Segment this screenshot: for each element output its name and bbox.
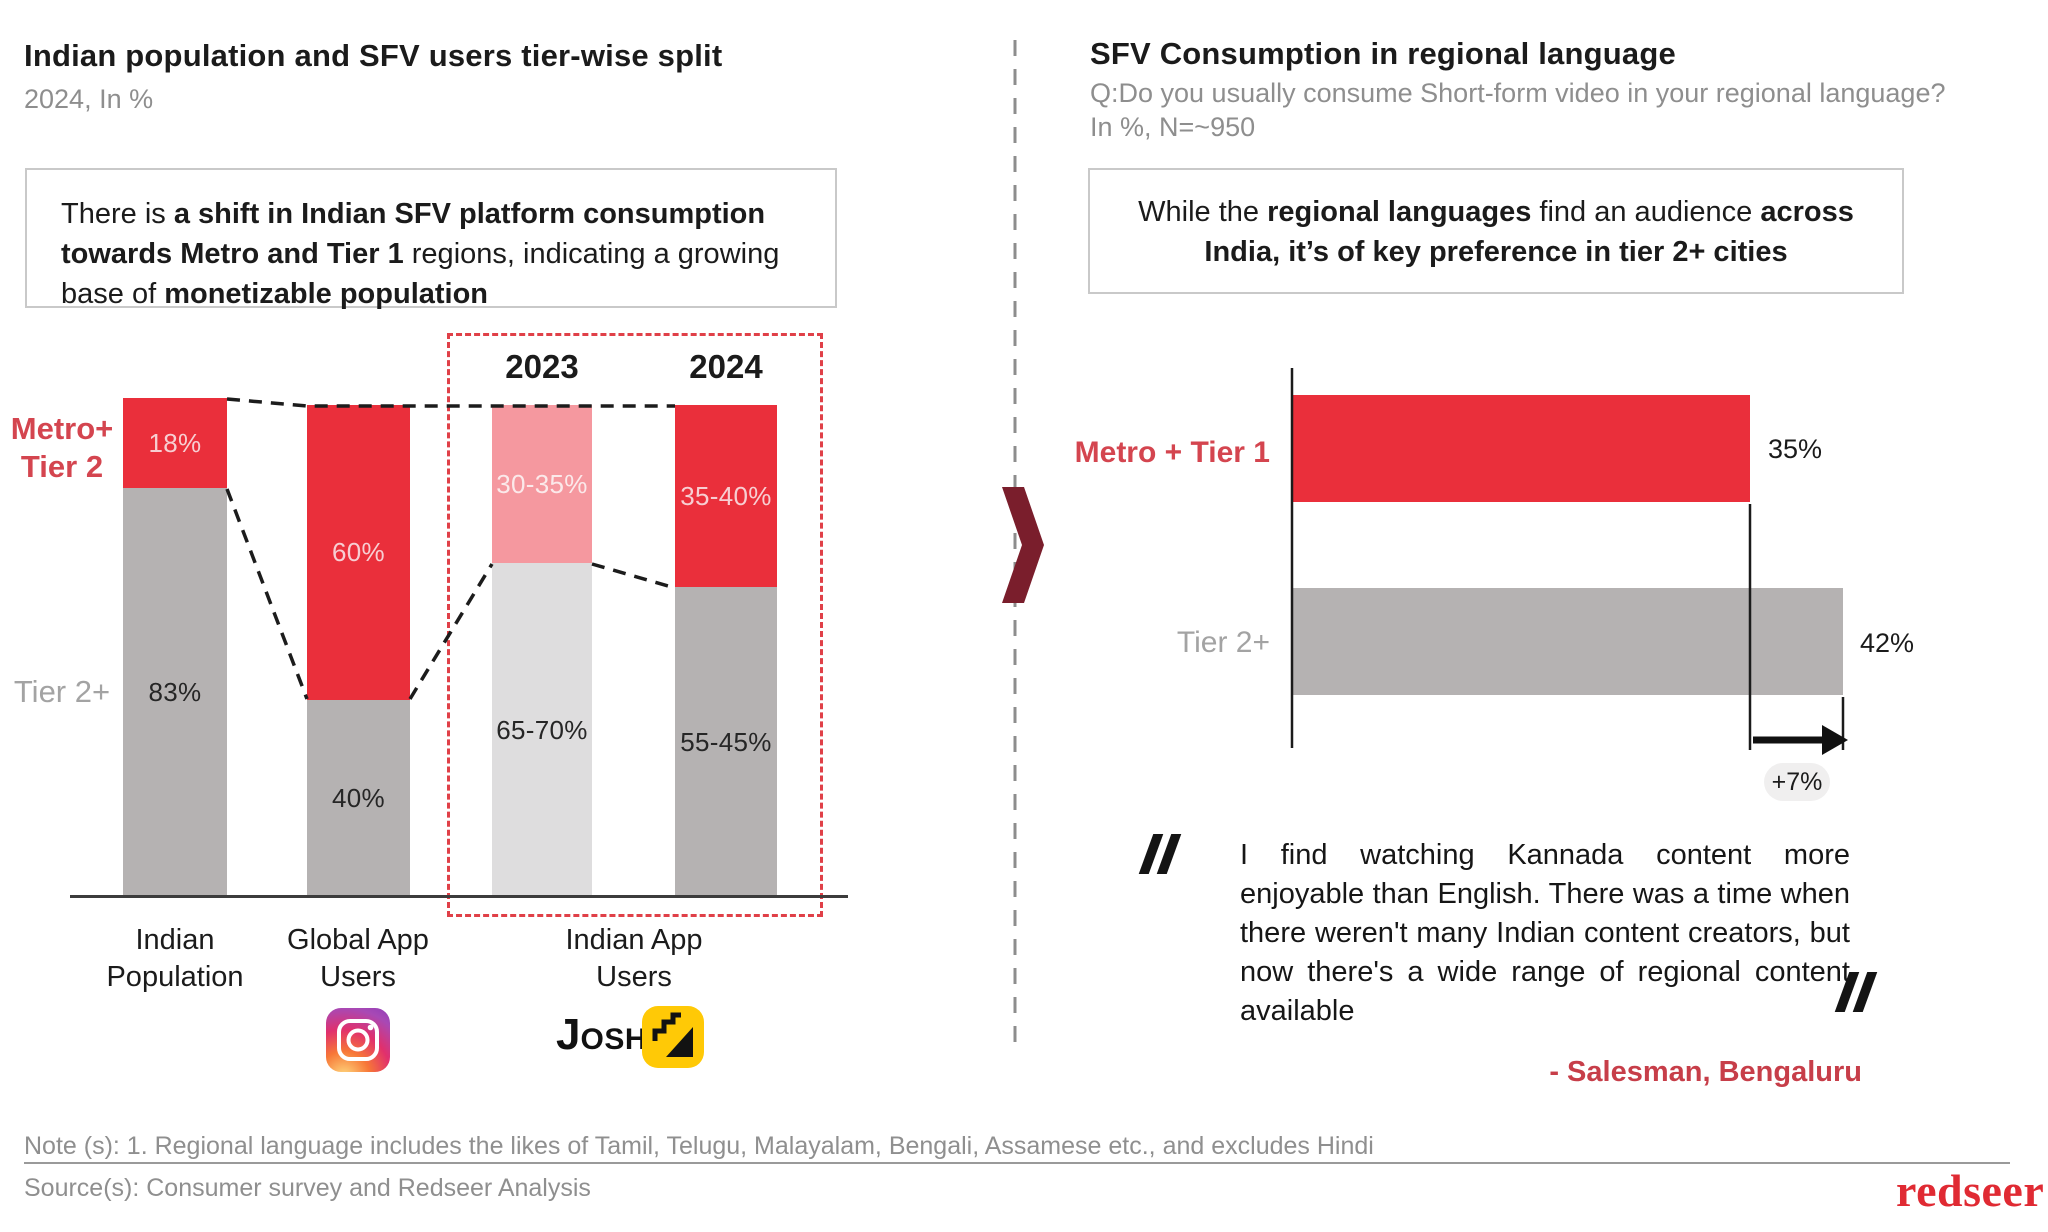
moj-logo bbox=[642, 1006, 704, 1068]
left-chart-axis bbox=[70, 895, 848, 898]
close-quote-icon bbox=[1834, 972, 1878, 1012]
year-label-2024: 2024 bbox=[689, 348, 763, 385]
left-chart-subtitle: 2024, In % bbox=[24, 84, 154, 114]
rchart-bar-metro-tier1 bbox=[1292, 395, 1750, 502]
bar3-tier2-segment: 65-70% bbox=[492, 563, 592, 897]
bar2-tier2-segment: 40% bbox=[307, 700, 410, 897]
delta-arrow-head-icon bbox=[1822, 725, 1848, 755]
left-callout-box: There is a shift in Indian SFV platform … bbox=[25, 168, 837, 310]
xlabel-indian-app-users: Indian App Users bbox=[565, 924, 703, 993]
row-label-metro-tier2: Metro+ Tier 2 bbox=[10, 411, 114, 484]
year-label-2023: 2023 bbox=[505, 348, 579, 385]
right-callout-box: While the regional languages find an aud… bbox=[1088, 168, 1904, 294]
bar4-tier2-segment: 55-45% bbox=[675, 587, 777, 897]
footer-divider bbox=[24, 1162, 2010, 1164]
open-quote-icon bbox=[1138, 834, 1182, 874]
redseer-logo: redseer bbox=[1896, 1165, 2045, 1216]
rchart-label-tier2plus: Tier 2+ bbox=[1176, 626, 1270, 659]
delta-pill: +7% bbox=[1764, 763, 1830, 801]
xlabel-indian-population: Indian Population bbox=[106, 924, 244, 993]
callout-text: There is bbox=[61, 198, 174, 230]
bar1-tier2-segment: 83% bbox=[123, 488, 227, 897]
left-chart-title: Indian population and SFV users tier-wis… bbox=[24, 38, 723, 73]
rchart-label-metro-tier1: Metro + Tier 1 bbox=[1074, 436, 1270, 469]
rchart-bar-tier2plus bbox=[1292, 588, 1843, 695]
chevron-right-icon bbox=[1002, 487, 1044, 603]
bar1-metro-segment: 18% bbox=[123, 398, 227, 488]
right-chart-sample: In %, N=~950 bbox=[1090, 112, 1256, 142]
footer-source: Source(s): Consumer survey and Redseer A… bbox=[24, 1174, 591, 1202]
xlabel-global-app-users: Global App Users bbox=[287, 924, 429, 993]
rchart-value-35: 35% bbox=[1768, 434, 1823, 464]
quote-attribution: - Salesman, Bengaluru bbox=[1549, 1056, 1862, 1088]
footer-note: Note (s): 1. Regional language includes … bbox=[24, 1132, 1374, 1160]
bar3-metro-segment: 30-35% bbox=[492, 405, 592, 563]
rchart-value-42: 42% bbox=[1860, 628, 1915, 658]
quote-text: I find watching Kannada content more enj… bbox=[1240, 839, 1850, 1027]
right-chart-question: Q:Do you usually consume Short-form vide… bbox=[1090, 78, 1946, 108]
bar4-metro-segment: 35-40% bbox=[675, 405, 777, 587]
instagram-logo bbox=[326, 1008, 390, 1072]
connector-bar1-bar2-dashed-line bbox=[225, 488, 309, 700]
bar2-metro-segment: 60% bbox=[307, 405, 410, 700]
row-label-tier2plus: Tier 2+ bbox=[13, 674, 111, 709]
right-chart-title: SFV Consumption in regional language bbox=[1090, 36, 1676, 71]
